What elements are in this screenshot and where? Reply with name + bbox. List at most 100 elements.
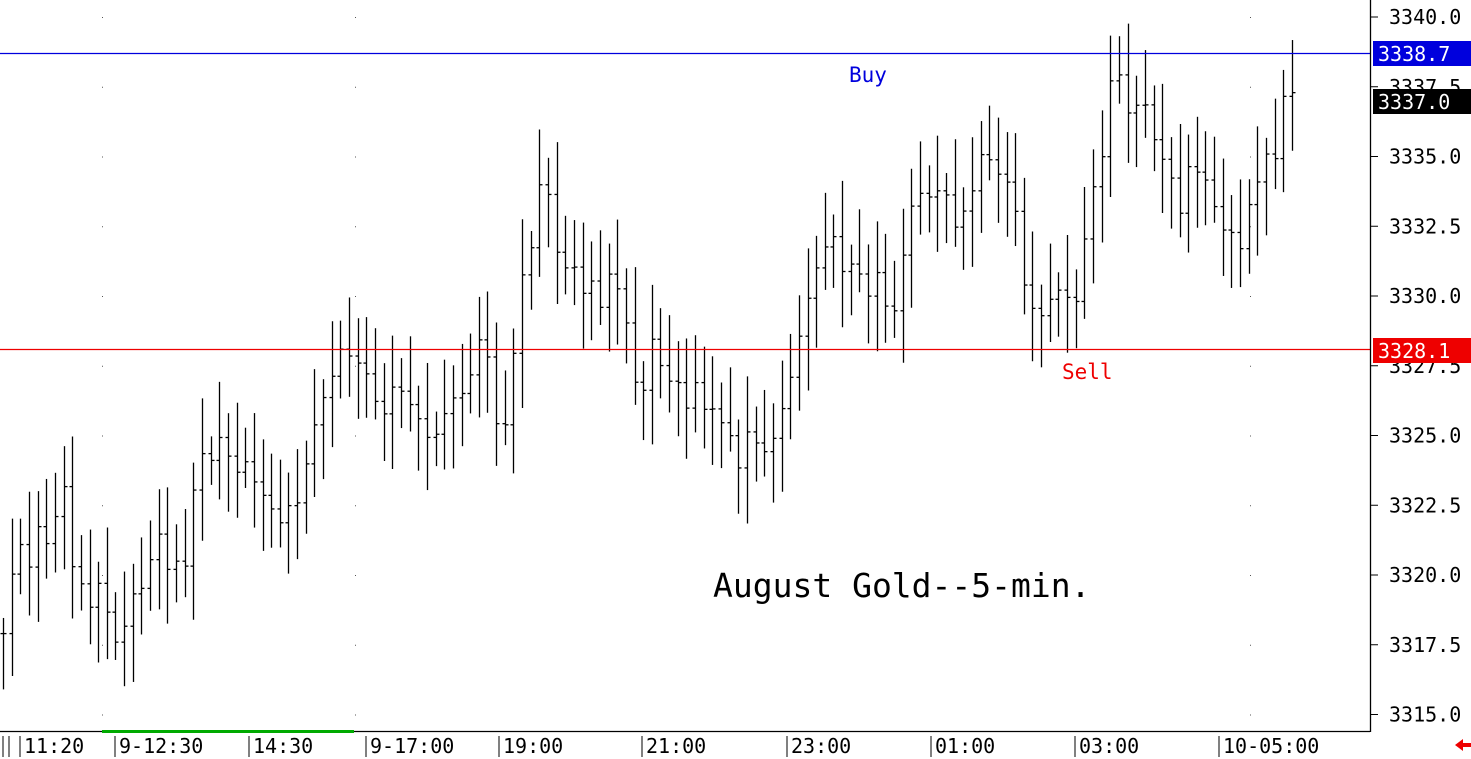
price-bar — [995, 117, 1002, 223]
price-bar — [407, 336, 414, 432]
price-bar — [657, 308, 664, 399]
price-bar — [709, 356, 716, 465]
price-bar — [640, 361, 647, 441]
price-bar — [805, 248, 812, 391]
price-bar — [337, 320, 344, 399]
price-bar — [424, 362, 431, 491]
price-bar — [234, 402, 241, 518]
price-bar — [0, 617, 7, 690]
x-tick-label: 19:00 — [503, 734, 563, 758]
price-bar — [744, 376, 751, 524]
price-bar — [1038, 284, 1045, 368]
price-bar — [484, 291, 491, 413]
price-bar — [311, 369, 318, 498]
price-bar — [1090, 149, 1097, 284]
price-bar — [1272, 98, 1279, 190]
x-tick-label: 9-12:30 — [119, 734, 203, 758]
price-bar — [1211, 136, 1218, 223]
price-bar — [1220, 158, 1227, 276]
price-bar — [952, 139, 959, 247]
price-bar — [433, 411, 440, 467]
price-bar — [199, 398, 206, 541]
price-bar — [787, 333, 794, 440]
y-tick-label: 3332.5 — [1389, 214, 1461, 238]
price-bar — [381, 363, 388, 461]
y-tick-label: 3322.5 — [1389, 493, 1461, 517]
price-bar — [1151, 85, 1158, 172]
price-bar — [1237, 179, 1244, 288]
price-bar — [277, 459, 284, 548]
svg-text:3328.1: 3328.1 — [1378, 339, 1450, 363]
price-bar — [459, 343, 466, 447]
price-bar — [1168, 137, 1175, 229]
price-bar — [476, 296, 483, 418]
price-bar — [17, 518, 24, 595]
price-bar — [303, 440, 310, 534]
price-bar — [649, 284, 656, 445]
price-bar — [761, 389, 768, 477]
price-bar — [692, 335, 699, 433]
sell-label: Sell — [1062, 360, 1113, 384]
x-tick-label: 21:00 — [646, 734, 706, 758]
price-bar — [770, 403, 777, 503]
y-tick-label: 3335.0 — [1389, 145, 1461, 169]
price-bar — [363, 317, 370, 418]
price-bar — [675, 341, 682, 437]
price-bar — [822, 192, 829, 290]
price-bar — [1081, 187, 1088, 319]
price-bar — [1289, 40, 1296, 151]
x-tick-label: 14:30 — [253, 734, 313, 758]
price-bar — [606, 243, 613, 352]
price-bar — [467, 333, 474, 414]
scroll-left-arrow-icon[interactable] — [1455, 739, 1471, 751]
x-tick-label: 03:00 — [1079, 734, 1139, 758]
y-tick-label: 3325.0 — [1389, 424, 1461, 448]
price-bar — [138, 537, 145, 635]
price-bar — [510, 328, 517, 474]
price-bar — [554, 142, 561, 304]
price-bar — [61, 446, 68, 570]
x-tick-label: 9-17:00 — [370, 734, 454, 758]
price-bar — [917, 141, 924, 235]
price-bar — [683, 338, 690, 459]
x-axis: 11:20 9-12:30 14:30 9-17:00 19:00 21:00 23:00 0… — [0, 730, 1370, 758]
price-bar — [926, 165, 933, 233]
price-bar — [865, 244, 872, 344]
price-bar — [260, 439, 267, 551]
buy-label: Buy — [849, 63, 887, 87]
price-bar — [320, 379, 327, 480]
price-bar — [1125, 23, 1132, 163]
price-bar — [329, 321, 336, 448]
price-bar — [389, 335, 396, 470]
price-bar — [856, 209, 863, 293]
price-bar — [666, 315, 673, 413]
price-bar — [632, 267, 639, 405]
price-bar — [35, 491, 42, 622]
y-tick-label: 3320.0 — [1389, 563, 1461, 587]
price-bar — [1194, 116, 1201, 228]
price-bar — [242, 427, 249, 488]
price-bar — [355, 318, 362, 419]
price-bar — [294, 449, 301, 560]
chart-title: August Gold--5-min. — [713, 566, 1091, 605]
svg-text:3337.0: 3337.0 — [1378, 90, 1450, 114]
price-bar — [796, 295, 803, 411]
price-bar — [1107, 35, 1114, 197]
price-bar — [87, 529, 94, 645]
price-bar — [908, 168, 915, 308]
price-bar — [1012, 133, 1019, 247]
price-bar — [891, 260, 898, 338]
price-bar — [753, 406, 760, 482]
price-bar — [441, 359, 448, 470]
price-bar — [519, 219, 526, 409]
price-bar — [848, 244, 855, 316]
price-bar — [969, 137, 976, 267]
price-bar — [1004, 132, 1011, 237]
price-bar — [372, 328, 379, 420]
svg-text:3338.7: 3338.7 — [1378, 42, 1450, 66]
price-bar — [528, 231, 535, 310]
price-bar — [571, 220, 578, 306]
price-bar — [1021, 177, 1028, 315]
y-tick-label: 3315.0 — [1389, 703, 1461, 727]
